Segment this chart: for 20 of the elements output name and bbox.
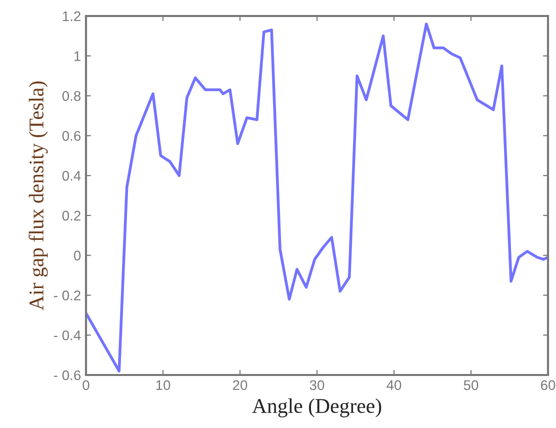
x-tick-label: 30 — [310, 380, 324, 390]
y-axis-title: Air gap flux density (Tesla) — [28, 81, 48, 310]
x-tick-label: 10 — [156, 380, 170, 390]
x-tick-label: 50 — [464, 380, 478, 390]
x-axis-title: Angle (Degree) — [252, 398, 382, 418]
y-tick-label: - 0.4 — [54, 330, 81, 340]
y-tick-label: 0.2 — [62, 210, 80, 221]
y-tick-label: 0.6 — [62, 131, 81, 141]
y-tick-label: - 0.6 — [54, 370, 81, 380]
y-tick-label: 1 — [74, 51, 80, 61]
y-tick-label: - 0.2 — [54, 290, 80, 300]
x-tick-label: 20 — [232, 380, 248, 390]
y-tick-label: 0.4 — [62, 170, 81, 181]
line-series — [86, 22, 548, 372]
x-tick-label: 40 — [386, 380, 402, 390]
y-tick-label: 1.2 — [62, 11, 80, 22]
y-tick-label: 0 — [74, 250, 81, 261]
x-tick-label: 60 — [540, 380, 556, 390]
x-tick-label: 0 — [82, 380, 90, 390]
y-tick-label: 0.8 — [62, 91, 81, 101]
